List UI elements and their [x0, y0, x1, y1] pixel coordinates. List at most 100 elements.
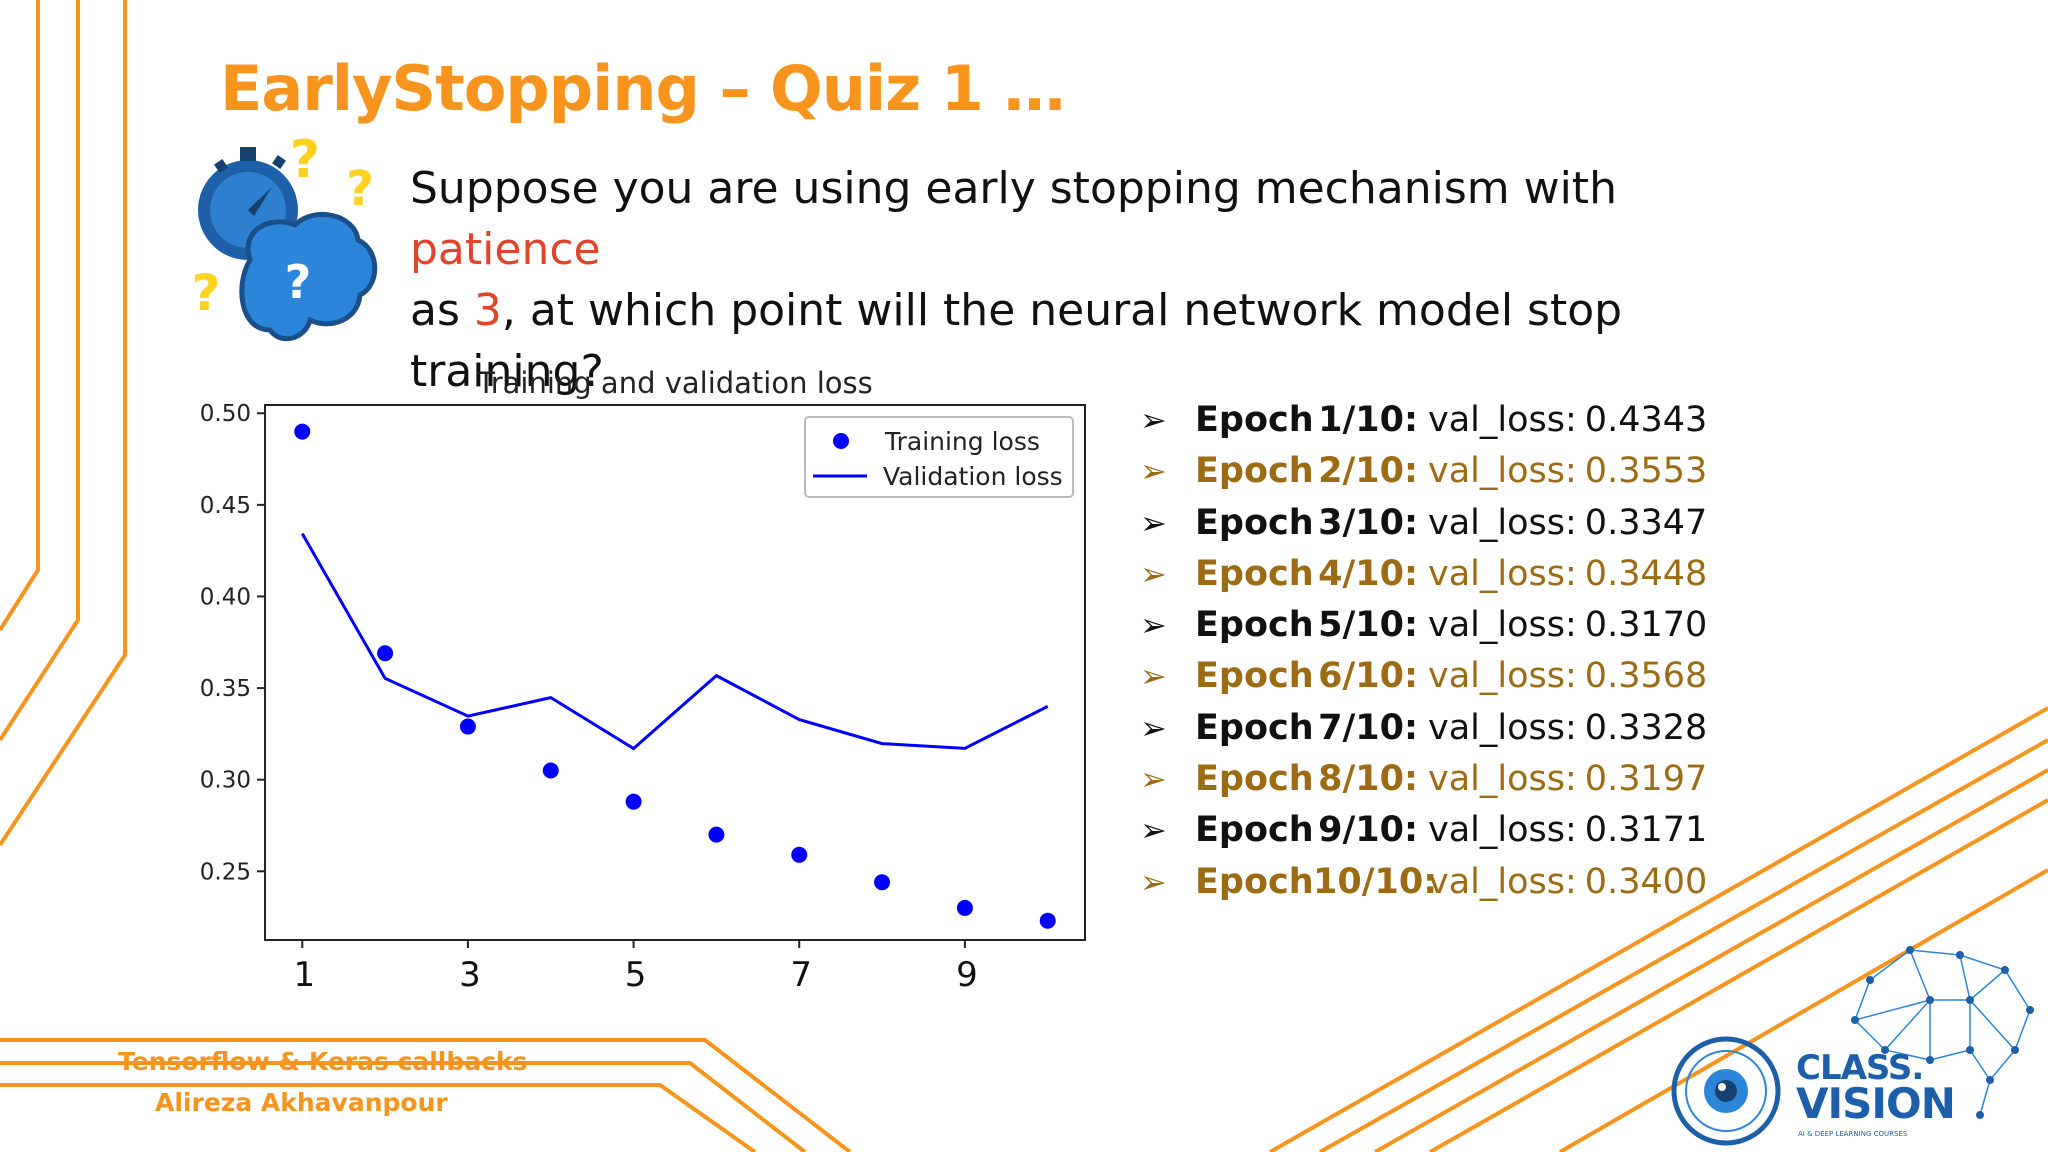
- val-loss-key: val_loss:: [1428, 605, 1577, 646]
- arrow-bullet-icon: ➢: [1140, 554, 1167, 593]
- training-loss-point: [294, 423, 311, 440]
- epoch-label: Epoch: [1195, 759, 1314, 800]
- epoch-row: ➢ Epoch 3/10: val_loss: 0.3347: [1140, 503, 1707, 554]
- epoch-label: Epoch: [1195, 707, 1314, 748]
- epoch-label: Epoch: [1195, 400, 1314, 440]
- epoch-label: Epoch: [1195, 502, 1314, 543]
- arrow-bullet-icon: ➢: [1140, 862, 1167, 901]
- training-loss-point: [377, 645, 394, 662]
- epoch-label: Epoch: [1195, 861, 1314, 902]
- arrow-bullet-icon: ➢: [1140, 606, 1167, 645]
- training-loss-point: [956, 899, 973, 916]
- svg-text:?: ?: [191, 264, 220, 322]
- epoch-row: ➢ Epoch 2/10: val_loss: 0.3553: [1140, 451, 1707, 502]
- epoch-label: Epoch: [1195, 605, 1314, 646]
- epoch-row: ➢ Epoch 9/10: val_loss: 0.3171: [1140, 810, 1707, 861]
- svg-text:?: ?: [290, 135, 320, 190]
- stopwatch-brain-question-icon: ? ? ? ?: [191, 135, 378, 342]
- epoch-row: ➢ Epoch 7/10: val_loss: 0.3328: [1140, 708, 1707, 759]
- val-loss-key: val_loss:: [1428, 759, 1577, 800]
- epoch-number: 3/10:: [1318, 502, 1418, 543]
- footer-author: Alireza Akhavanpour: [155, 1088, 448, 1117]
- training-loss-point: [542, 762, 559, 779]
- epoch-number: 10/10:: [1313, 861, 1438, 902]
- arrow-bullet-icon: ➢: [1140, 811, 1167, 850]
- arrow-bullet-icon: ➢: [1140, 760, 1167, 799]
- slide-title: EarlyStopping – Quiz 1 …: [220, 52, 1066, 125]
- arrow-bullet-icon: ➢: [1140, 452, 1167, 491]
- val-loss-value: 0.3448: [1584, 553, 1708, 594]
- epoch-number: 4/10:: [1318, 553, 1418, 594]
- epoch-number: 5/10:: [1318, 605, 1418, 646]
- arrow-bullet-icon: ➢: [1140, 657, 1167, 696]
- val-loss-key: val_loss:: [1428, 656, 1577, 697]
- epoch-number: 1/10:: [1318, 400, 1418, 440]
- arrow-bullet-icon: ➢: [1140, 401, 1167, 439]
- val-loss-key: val_loss:: [1428, 451, 1577, 492]
- quiz-question: Suppose you are using early stopping mec…: [410, 163, 1623, 397]
- epoch-label: Epoch: [1195, 810, 1314, 851]
- val-loss-key: val_loss:: [1428, 707, 1577, 748]
- plot-frame: [264, 404, 1086, 941]
- validation-loss-line: [300, 532, 1049, 751]
- legend-label-validation: Validation loss: [883, 462, 1063, 491]
- legend-label-training: Training loss: [884, 427, 1040, 456]
- footer-course-title: Tensorflow & Keras callbacks: [118, 1047, 528, 1076]
- epoch-row: ➢ Epoch 8/10: val_loss: 0.3197: [1140, 759, 1707, 810]
- val-loss-value: 0.3553: [1584, 451, 1708, 492]
- y-tick-label: 0.50: [200, 401, 251, 427]
- x-tick-label: 9: [956, 955, 978, 995]
- y-tick-label: 0.45: [200, 493, 251, 519]
- arrow-bullet-icon: ➢: [1140, 503, 1167, 542]
- val-loss-key: val_loss:: [1428, 400, 1577, 440]
- val-loss-key: val_loss:: [1428, 810, 1577, 851]
- training-loss-point: [708, 826, 725, 843]
- training-loss-point: [791, 846, 808, 863]
- val-loss-value: 0.3171: [1584, 810, 1708, 851]
- epoch-number: 2/10:: [1318, 451, 1418, 492]
- x-tick-label: 7: [790, 955, 812, 995]
- training-loss-point: [459, 718, 476, 735]
- loss-chart: Training and validation loss 0.25 0.30 0.35…: [200, 366, 1086, 995]
- epoch-label: Epoch: [1195, 656, 1314, 697]
- y-tick-label: 0.30: [200, 768, 251, 794]
- epoch-number: 7/10:: [1318, 707, 1418, 748]
- epoch-row: ➢ Epoch 4/10: val_loss: 0.3448: [1140, 554, 1707, 605]
- y-tick-label: 0.40: [200, 584, 251, 610]
- epoch-number: 6/10:: [1318, 656, 1418, 697]
- highlight-three: 3: [473, 285, 502, 336]
- val-loss-value: 0.3328: [1584, 707, 1708, 748]
- epoch-row: ➢ Epoch 6/10: val_loss: 0.3568: [1140, 656, 1707, 707]
- training-loss-point: [625, 793, 642, 810]
- x-tick-label: 3: [459, 955, 481, 995]
- epoch-row: ➢ Epoch 1/10: val_loss: 0.4343: [1140, 400, 1707, 451]
- val-loss-key: val_loss:: [1428, 502, 1577, 543]
- x-tick-label: 1: [293, 955, 315, 995]
- y-tick-label: 0.35: [200, 676, 251, 702]
- brand-name: CLASS. VISION: [1796, 1048, 1956, 1128]
- training-loss-point: [874, 874, 891, 891]
- val-loss-value: 0.3400: [1584, 861, 1708, 902]
- highlight-patience: patience: [410, 224, 601, 275]
- val-loss-value: 0.3197: [1584, 759, 1708, 800]
- val-loss-value: 0.4343: [1584, 400, 1708, 440]
- epoch-row: ➢ Epoch 10/10: val_loss: 0.3400: [1140, 862, 1707, 913]
- epoch-row: ➢ Epoch 5/10: val_loss: 0.3170: [1140, 605, 1707, 656]
- legend-box: [804, 416, 1074, 498]
- val-loss-key: val_loss:: [1428, 553, 1577, 594]
- y-tick-label: 0.25: [200, 859, 251, 885]
- training-loss-point: [1039, 912, 1056, 929]
- epoch-number: 9/10:: [1318, 810, 1418, 851]
- epoch-number: 8/10:: [1318, 759, 1418, 800]
- classvision-eye-logo-icon: [1671, 1036, 1781, 1146]
- val-loss-value: 0.3347: [1584, 502, 1708, 543]
- epoch-label: Epoch: [1195, 553, 1314, 594]
- svg-text:?: ?: [285, 255, 312, 309]
- val-loss-key: val_loss:: [1428, 861, 1577, 902]
- x-tick-label: 5: [625, 955, 647, 995]
- val-loss-value: 0.3170: [1584, 605, 1708, 646]
- chart-title: Training and validation loss: [476, 366, 872, 400]
- arrow-bullet-icon: ➢: [1140, 708, 1167, 747]
- legend-marker-training: [833, 433, 849, 449]
- brain-network-logo-icon: [1851, 946, 2034, 1119]
